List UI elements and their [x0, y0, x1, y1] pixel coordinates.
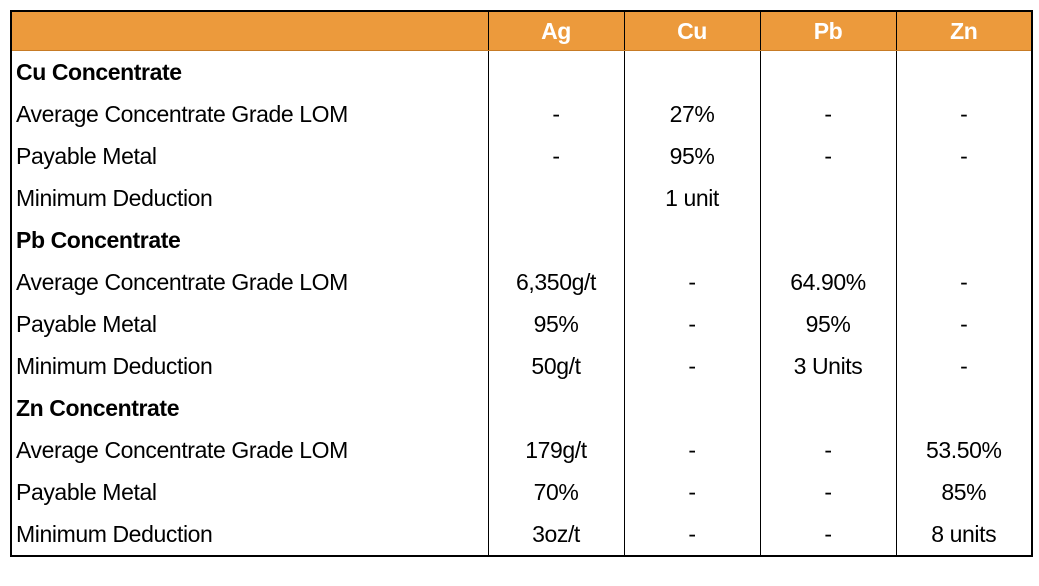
value-cell: -	[759, 135, 897, 177]
empty-cell	[487, 50, 625, 93]
value-cell: 95%	[487, 303, 625, 345]
empty-cell	[487, 219, 625, 261]
data-row: Average Concentrate Grade LOM 179g/t - -53.…	[10, 429, 1033, 471]
value-cell: -	[895, 303, 1033, 345]
terms-table: Ag Cu Pb Zn Cu Concentrate Average Concentra…	[10, 10, 1033, 557]
section-row: Pb Concentrate	[10, 219, 1033, 261]
row-label: Minimum Deduction	[10, 513, 489, 556]
empty-cell	[759, 50, 897, 93]
value-cell: 8 units	[895, 513, 1033, 556]
value-cell: -	[487, 93, 625, 135]
row-label: Minimum Deduction	[10, 177, 489, 219]
value-cell: -	[623, 345, 761, 387]
data-row: Minimum Deduction 1 unit	[10, 177, 1033, 219]
value-cell: 50g/t	[487, 345, 625, 387]
section-row: Cu Concentrate	[10, 50, 1033, 93]
column-header: Ag	[487, 11, 625, 51]
empty-cell	[487, 387, 625, 429]
row-label: Payable Metal	[10, 135, 489, 177]
empty-cell	[759, 387, 897, 429]
table-body: Cu Concentrate Average Concentrate Grade …	[10, 50, 1033, 556]
header-row: Ag Cu Pb Zn	[10, 11, 1033, 51]
empty-cell	[759, 219, 897, 261]
section-title: Pb Concentrate	[10, 219, 489, 261]
header-corner	[10, 11, 489, 51]
value-cell: -	[623, 513, 761, 556]
empty-cell	[895, 50, 1033, 93]
column-header: Zn	[895, 11, 1033, 51]
empty-cell	[895, 219, 1033, 261]
value-cell: 3 Units	[759, 345, 897, 387]
empty-cell	[623, 50, 761, 93]
value-cell: 85%	[895, 471, 1033, 513]
data-row: Payable Metal 70% - -85%	[10, 471, 1033, 513]
data-row: Minimum Deduction 50g/t -3 Units -	[10, 345, 1033, 387]
value-cell: -	[895, 135, 1033, 177]
value-cell: -	[623, 303, 761, 345]
column-header: Pb	[759, 11, 897, 51]
value-cell: -	[759, 429, 897, 471]
value-cell: -	[623, 471, 761, 513]
value-cell: -	[895, 345, 1033, 387]
section-title: Zn Concentrate	[10, 387, 489, 429]
empty-cell	[623, 219, 761, 261]
value-cell: 1 unit	[623, 177, 761, 219]
section-row: Zn Concentrate	[10, 387, 1033, 429]
empty-cell	[759, 177, 897, 219]
empty-cell	[895, 387, 1033, 429]
empty-cell	[487, 177, 625, 219]
value-cell: -	[759, 513, 897, 556]
data-row: Average Concentrate Grade LOM 6,350g/t -64…	[10, 261, 1033, 303]
value-cell: 179g/t	[487, 429, 625, 471]
value-cell: 95%	[759, 303, 897, 345]
value-cell: 53.50%	[895, 429, 1033, 471]
row-label: Average Concentrate Grade LOM	[10, 261, 489, 303]
value-cell: -	[623, 261, 761, 303]
empty-cell	[895, 177, 1033, 219]
row-label: Payable Metal	[10, 471, 489, 513]
value-cell: 64.90%	[759, 261, 897, 303]
value-cell: 6,350g/t	[487, 261, 625, 303]
row-label: Average Concentrate Grade LOM	[10, 93, 489, 135]
value-cell: -	[759, 471, 897, 513]
row-label: Minimum Deduction	[10, 345, 489, 387]
value-cell: 95%	[623, 135, 761, 177]
data-row: Minimum Deduction 3oz/t - -8 units	[10, 513, 1033, 556]
value-cell: -	[895, 261, 1033, 303]
data-row: Average Concentrate Grade LOM -27% - -	[10, 93, 1033, 135]
value-cell: -	[487, 135, 625, 177]
value-cell: 27%	[623, 93, 761, 135]
empty-cell	[623, 387, 761, 429]
column-header: Cu	[623, 11, 761, 51]
row-label: Average Concentrate Grade LOM	[10, 429, 489, 471]
value-cell: 70%	[487, 471, 625, 513]
data-row: Payable Metal 95% -95% -	[10, 303, 1033, 345]
value-cell: -	[759, 93, 897, 135]
value-cell: -	[623, 429, 761, 471]
section-title: Cu Concentrate	[10, 50, 489, 93]
data-row: Payable Metal -95% - -	[10, 135, 1033, 177]
value-cell: 3oz/t	[487, 513, 625, 556]
value-cell: -	[895, 93, 1033, 135]
row-label: Payable Metal	[10, 303, 489, 345]
